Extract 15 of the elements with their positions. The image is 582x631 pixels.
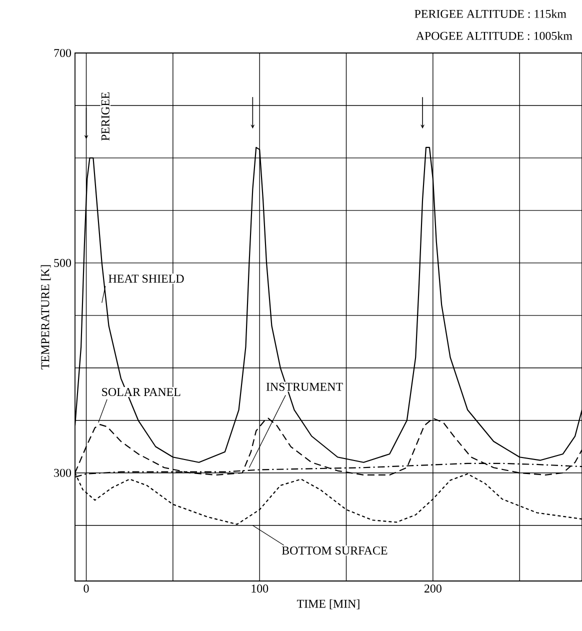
y-tick-label: 700: [54, 48, 72, 58]
y-tick-label: 300: [54, 468, 72, 477]
x-tick-label: 100: [252, 584, 268, 593]
annotation: PERIGEE: [101, 92, 110, 141]
y-axis-title: TEMPERATURE [K]: [40, 265, 51, 370]
text: INSTRUMENT: [266, 382, 343, 391]
x-tick-label: 0: [84, 584, 89, 593]
chart-title: PERIGEE ALTITUDE : 115km: [414, 10, 566, 18]
text: SOLAR PANEL: [102, 388, 180, 396]
chart-subtitle: APOGEE ALTITUDE : 1005km: [416, 32, 572, 40]
text: BOTTOM SURFACE: [282, 546, 388, 555]
x-axis-title: TIME [MIN]: [297, 599, 360, 610]
series-label: HEAT SHIELD: [108, 274, 184, 283]
x-tick-label: 200: [424, 584, 442, 593]
y-tick-label: 500: [54, 258, 72, 267]
